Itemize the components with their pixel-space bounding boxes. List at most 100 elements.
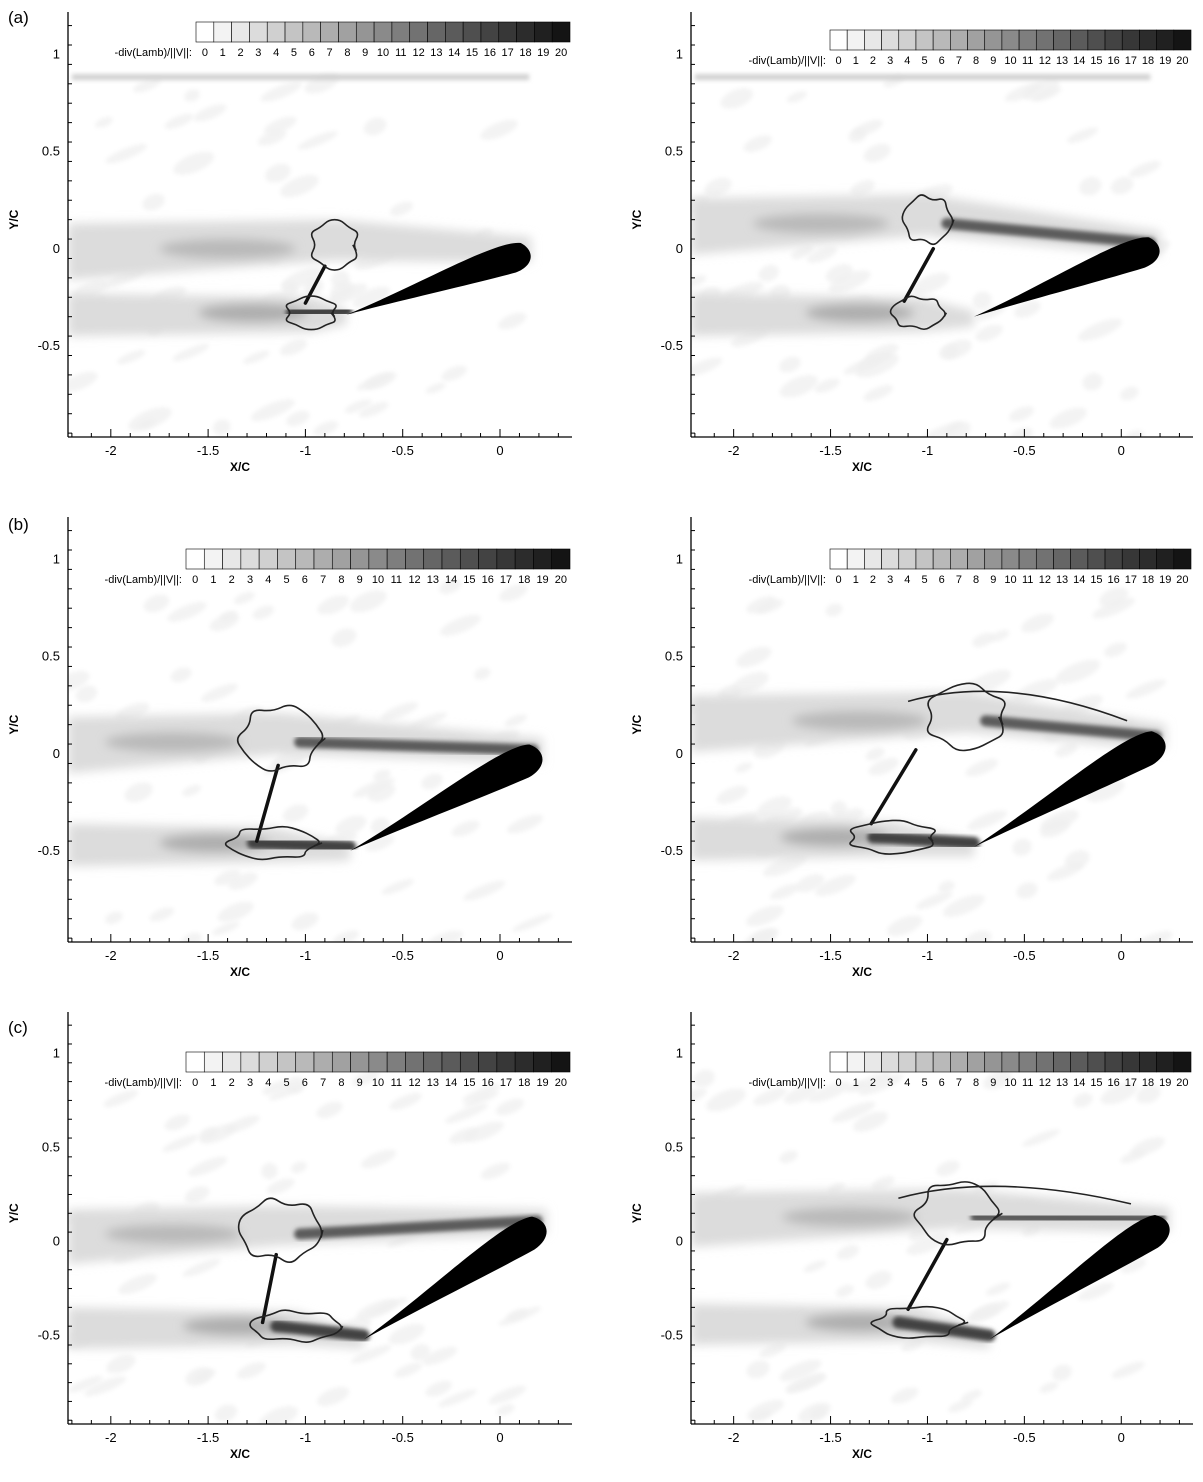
background-blob bbox=[736, 646, 772, 668]
lower-vortex-contour bbox=[849, 819, 936, 855]
background-blob bbox=[440, 614, 481, 636]
colorbar-swatch bbox=[222, 548, 242, 570]
background-blob bbox=[985, 1282, 1011, 1296]
lower-vortex-contour bbox=[889, 295, 948, 331]
colorbar-tick-label: 0 bbox=[836, 574, 842, 586]
background-blob bbox=[975, 324, 1003, 342]
background-blob bbox=[963, 930, 992, 942]
flap-plate bbox=[260, 1252, 278, 1325]
colorbar-tick-label: 6 bbox=[302, 574, 308, 586]
background-blob bbox=[366, 1297, 408, 1317]
background-blob bbox=[351, 1070, 380, 1086]
y-tick-label: 0 bbox=[676, 1234, 683, 1249]
background-blob bbox=[425, 382, 446, 394]
background-blob bbox=[182, 1258, 221, 1277]
colorbar-swatch bbox=[1001, 29, 1020, 51]
y-tick-label: 0.5 bbox=[665, 144, 683, 159]
background-blob bbox=[746, 905, 784, 927]
panel-label-c: (c) bbox=[8, 1018, 28, 1037]
colorbar-label: -div(Lamb)/||V||: bbox=[105, 574, 182, 586]
colorbar-swatch bbox=[1087, 1051, 1106, 1073]
background-blob bbox=[187, 1156, 228, 1177]
y-axis-title: Y/C bbox=[7, 209, 21, 229]
background-blob bbox=[858, 1074, 903, 1096]
background-blob bbox=[1125, 679, 1167, 699]
lower-vortex-contour bbox=[224, 825, 323, 861]
colorbar-tick-label: 4 bbox=[265, 574, 271, 586]
colorbar-tick-label: 20 bbox=[555, 574, 567, 586]
colorbar-swatch bbox=[898, 29, 917, 51]
upper-wake-region bbox=[691, 194, 1161, 257]
colorbar-swatch bbox=[320, 21, 339, 43]
colorbar-tick-label: 18 bbox=[1142, 55, 1154, 67]
airfoil-blade bbox=[989, 1214, 1170, 1340]
y-tick-label: 0.5 bbox=[665, 1139, 683, 1154]
colorbar-swatch bbox=[496, 548, 516, 570]
colorbar-tick-label: 15 bbox=[466, 47, 478, 59]
background-blob bbox=[1110, 176, 1134, 195]
background-blob bbox=[496, 1404, 515, 1416]
upper-vortex-contour bbox=[926, 682, 1006, 752]
background-blob bbox=[863, 385, 894, 401]
colorbar-tick-label: 15 bbox=[463, 1077, 475, 1089]
background-blob bbox=[480, 1162, 511, 1180]
background-blob bbox=[228, 872, 258, 890]
x-tick-label: -0.5 bbox=[1013, 948, 1035, 963]
colorbar-swatch bbox=[284, 21, 304, 43]
colorbar-swatch bbox=[423, 548, 443, 570]
x-tick-label: -1 bbox=[300, 443, 312, 458]
colorbar-swatch bbox=[1156, 29, 1175, 51]
colorbar-tick-label: 6 bbox=[939, 574, 945, 586]
lower-vortex-contour bbox=[249, 1309, 344, 1343]
colorbar-swatch bbox=[355, 21, 375, 43]
background-blob bbox=[212, 921, 240, 936]
colorbar-swatch bbox=[1087, 548, 1106, 570]
background-blob bbox=[843, 355, 885, 375]
background-blob bbox=[316, 1386, 350, 1406]
background-blob bbox=[164, 113, 194, 129]
background-blob bbox=[167, 602, 207, 622]
background-blob bbox=[1128, 161, 1161, 178]
lower-surface-layer bbox=[285, 304, 353, 319]
y-tick-label: -0.5 bbox=[38, 1328, 60, 1343]
colorbar-swatch bbox=[551, 21, 571, 43]
contour-field bbox=[68, 73, 532, 436]
y-axis-title: Y/C bbox=[630, 714, 644, 734]
background-blob bbox=[172, 343, 210, 362]
contour-plot-c-right: -2 -1.5 -1 -0.5 010.50-0.5X/CY/C0 1 2 3 4 5 6 7 8 9 10… bbox=[630, 1012, 1193, 1461]
background-blob bbox=[1086, 780, 1125, 802]
contour-plot-b-left: -2 -1.5 -1 -0.5 010.50-0.5X/CY/C0 1 2 3 4 5 6 7 8 9 10… bbox=[7, 517, 572, 979]
airfoil-blade bbox=[363, 1216, 547, 1340]
x-axis-title: X/C bbox=[230, 460, 250, 474]
background-blob bbox=[224, 1115, 260, 1133]
colorbar-swatch bbox=[915, 1051, 934, 1073]
colorbar-swatch bbox=[915, 29, 934, 51]
background-blob bbox=[170, 667, 192, 683]
background-blob bbox=[1077, 1282, 1114, 1301]
colorbar-swatch bbox=[1035, 548, 1054, 570]
colorbar-tick-label: 17 bbox=[502, 47, 514, 59]
colorbar-tick-label: 10 bbox=[1004, 1077, 1016, 1089]
background-blob bbox=[352, 286, 391, 308]
background-blob bbox=[803, 1260, 827, 1273]
background-blob bbox=[1111, 1361, 1145, 1379]
colorbar-tick-label: 18 bbox=[518, 574, 530, 586]
background-blob bbox=[280, 267, 323, 290]
x-tick-label: -2 bbox=[105, 948, 117, 963]
y-tick-label: 0 bbox=[53, 746, 60, 761]
background-blob bbox=[408, 712, 447, 731]
colorbar-swatch bbox=[1156, 1051, 1175, 1073]
background-blob bbox=[852, 119, 883, 137]
contour-field bbox=[691, 1069, 1170, 1423]
x-tick-label: -1 bbox=[922, 1430, 934, 1445]
background-blob bbox=[1136, 1085, 1161, 1104]
y-tick-label: -0.5 bbox=[661, 843, 683, 858]
background-blob bbox=[212, 419, 231, 436]
y-tick-label: 1 bbox=[53, 47, 60, 62]
background-blob bbox=[871, 1176, 895, 1191]
colorbar-swatch bbox=[1070, 548, 1089, 570]
colorbar-swatch bbox=[405, 548, 425, 570]
colorbar-swatch bbox=[213, 21, 232, 43]
upper-surface-layer bbox=[941, 218, 1156, 249]
colorbar-tick-label: 1 bbox=[853, 55, 859, 67]
